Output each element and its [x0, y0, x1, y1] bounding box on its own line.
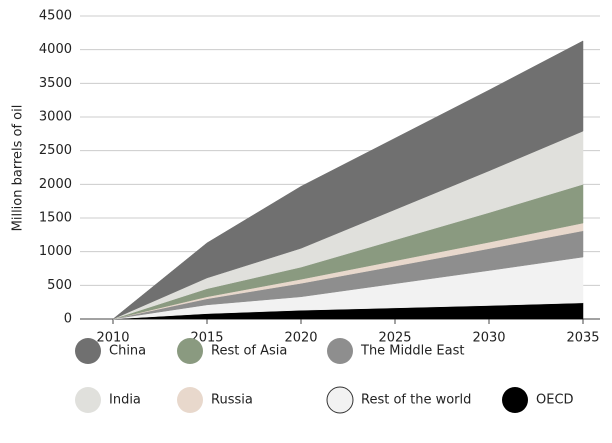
- y-tick-label: 2000: [39, 177, 72, 192]
- area: [112, 40, 584, 320]
- y-tick-label: 1000: [39, 244, 72, 259]
- legend-label: Rest of Asia: [211, 344, 287, 359]
- legend-swatch: [177, 338, 203, 364]
- legend-swatch: [75, 338, 101, 364]
- x-tick-label: 2020: [284, 331, 317, 346]
- y-tick-label: 2500: [39, 143, 72, 158]
- legend-label: India: [109, 393, 141, 408]
- legend-swatch: [502, 387, 528, 413]
- y-tick-label: 0: [64, 312, 72, 327]
- y-tick-label: 500: [47, 278, 72, 293]
- y-tick-label: 3500: [39, 76, 72, 91]
- legend-label: China: [109, 344, 146, 359]
- legend-swatch: [75, 387, 101, 413]
- x-tick-label: 2035: [566, 331, 599, 346]
- x-tick-label: 2030: [472, 331, 505, 346]
- legend-swatch: [177, 387, 203, 413]
- legend-label: Russia: [211, 393, 253, 408]
- legend-label: The Middle East: [360, 344, 464, 359]
- y-tick-label: 4000: [39, 42, 72, 57]
- legend-swatch: [327, 338, 353, 364]
- y-tick-label: 3000: [39, 110, 72, 125]
- x-tick-label: 2010: [96, 331, 129, 346]
- legend-swatch: [326, 386, 354, 414]
- y-axis-label: Million barrels of oil: [11, 105, 26, 232]
- legend-label: OECD: [536, 393, 574, 408]
- x-tick-label: 2025: [378, 331, 411, 346]
- y-tick-label: 4500: [39, 9, 72, 24]
- y-tick-label: 1500: [39, 211, 72, 226]
- legend-label: Rest of the world: [361, 393, 471, 408]
